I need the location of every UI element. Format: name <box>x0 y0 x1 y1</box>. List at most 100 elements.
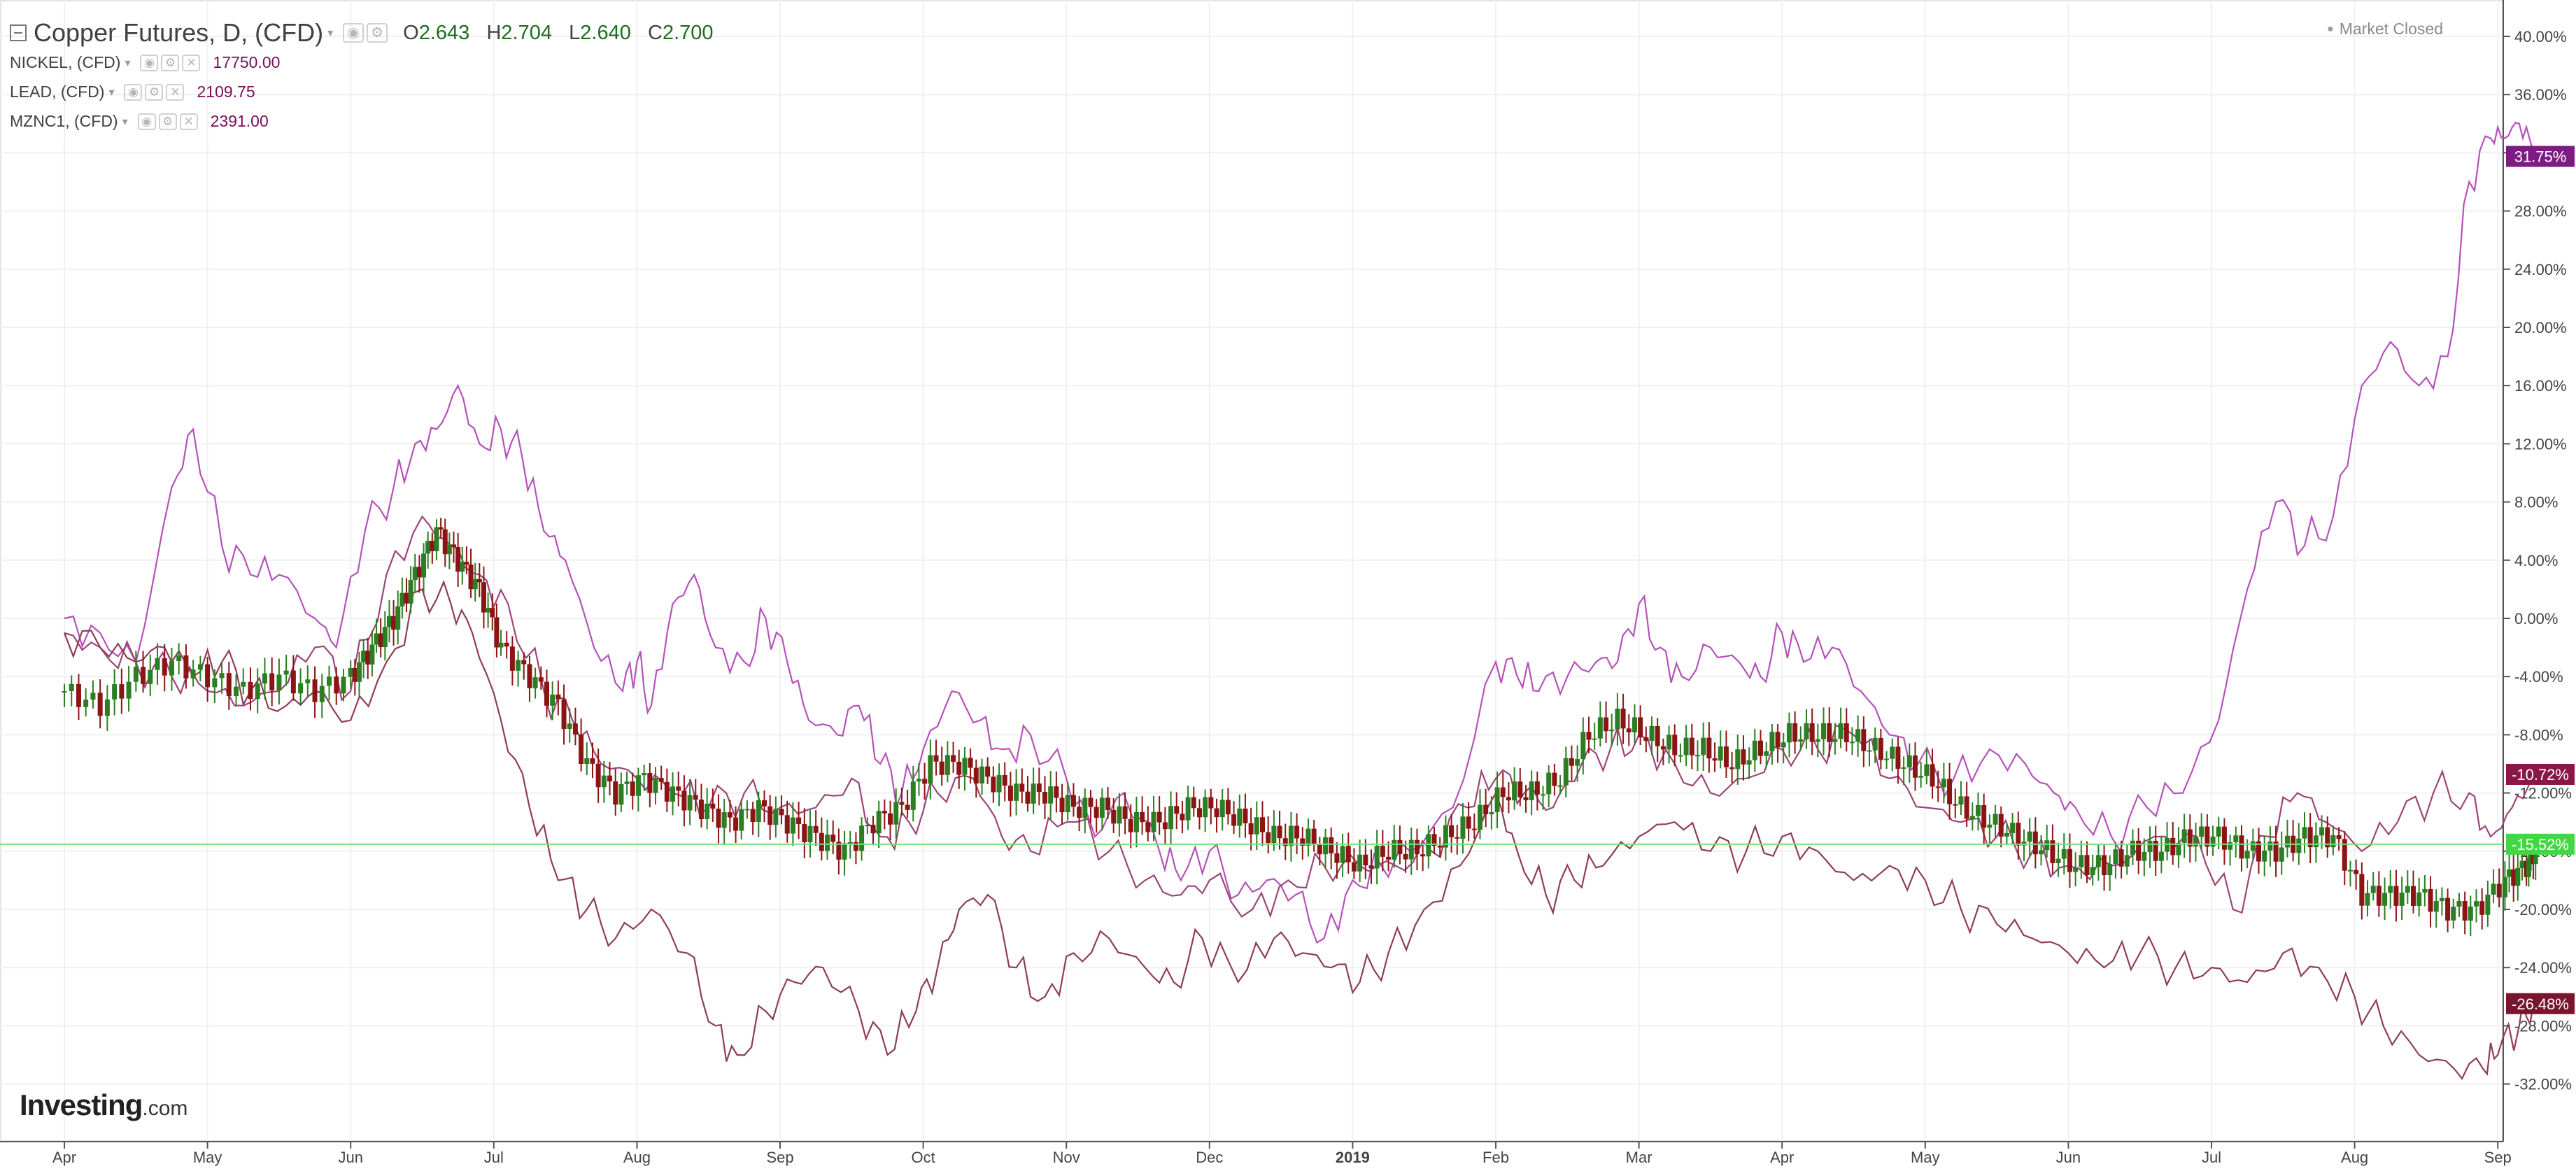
x-tick-label: Dec <box>1196 1149 1223 1166</box>
candle-body <box>905 804 910 810</box>
candle-body <box>1305 828 1311 846</box>
candle-body <box>607 775 613 782</box>
close-icon[interactable]: ✕ <box>182 54 201 71</box>
candle-body <box>1426 834 1431 857</box>
candle-body <box>1718 746 1723 761</box>
candle-body <box>601 775 607 788</box>
chevron-down-icon[interactable]: ▾ <box>122 115 128 128</box>
candle-body <box>1036 783 1042 792</box>
gear-icon[interactable]: ⚙ <box>161 54 180 71</box>
candle-body <box>1752 740 1757 760</box>
visibility-icon[interactable]: ◉ <box>124 83 143 101</box>
y-tick-label: -24.00% <box>2514 959 2572 977</box>
y-tick-label: 28.00% <box>2514 203 2567 220</box>
candle-body <box>716 808 721 828</box>
candle-body <box>298 683 304 694</box>
series-name-nickel[interactable]: NICKEL, (CFD) <box>10 53 121 71</box>
series-name-zinc[interactable]: MZNC1, (CFD) <box>10 112 118 130</box>
candle-body <box>382 627 388 648</box>
candle-body <box>973 767 979 784</box>
visibility-icon[interactable]: ◉ <box>137 113 156 130</box>
candle-body <box>2136 840 2142 861</box>
candle-body <box>796 817 802 825</box>
series-name-lead[interactable]: LEAD, (CFD) <box>10 83 105 101</box>
candle-body <box>1403 853 1408 860</box>
candle-body <box>1094 807 1099 818</box>
candle-body <box>1775 732 1781 748</box>
candle-body <box>2233 835 2239 843</box>
candle-body <box>1741 749 1746 765</box>
gear-icon[interactable]: ⚙ <box>367 23 388 43</box>
candle-body <box>670 786 676 802</box>
candle-body <box>1345 846 1351 863</box>
candle-body <box>504 642 509 647</box>
candle-body <box>2526 858 2531 877</box>
collapse-icon[interactable] <box>10 24 27 41</box>
candle-body <box>733 817 739 831</box>
x-tick-label: May <box>193 1149 222 1166</box>
candle-body <box>2221 826 2227 850</box>
candle-body <box>2515 867 2521 886</box>
candle-body <box>836 842 842 860</box>
candle-body <box>1007 786 1013 801</box>
candle-body <box>412 567 418 581</box>
candle-body <box>1958 796 1964 805</box>
main-series-title[interactable]: Copper Futures, D, (CFD) <box>34 18 324 47</box>
candle-body <box>1455 837 1460 839</box>
candle-body <box>1849 741 1855 744</box>
x-tick-label: Sep <box>2484 1149 2512 1166</box>
candle-body <box>1231 814 1237 826</box>
candle-body <box>76 683 81 707</box>
x-tick-label: Apr <box>1770 1149 1794 1166</box>
candle-body <box>893 802 899 825</box>
legend-row-nickel[interactable]: NICKEL, (CFD) ▾ ◉ ⚙ ✕ 17750.00 <box>10 53 280 72</box>
candle-body <box>1798 739 1804 742</box>
close-icon[interactable]: ✕ <box>166 83 185 101</box>
candle-body <box>1449 825 1455 837</box>
visibility-icon[interactable]: ◉ <box>343 23 365 43</box>
candle-body <box>104 699 110 716</box>
candle-body <box>2130 840 2135 856</box>
chevron-down-icon[interactable]: ▾ <box>327 27 334 39</box>
chevron-down-icon[interactable]: ▾ <box>108 86 115 99</box>
candle-body <box>1351 862 1357 872</box>
candle-body <box>399 592 405 606</box>
legend-main-row[interactable]: Copper Futures, D, (CFD) ▾ ◉ ⚙ O2.643 H2… <box>10 18 714 48</box>
candle-body <box>2084 855 2090 875</box>
candle-body <box>255 683 260 700</box>
candle-body <box>1838 723 1843 739</box>
legend-row-lead[interactable]: LEAD, (CFD) ▾ ◉ ⚙ ✕ 2109.75 <box>10 83 255 101</box>
candle-body <box>1174 806 1180 814</box>
candle-body <box>2382 893 2388 906</box>
candle-body <box>2313 835 2319 848</box>
candle-body <box>1626 728 1632 732</box>
candle-body <box>1288 825 1294 846</box>
candle-body <box>584 758 590 764</box>
candle-body <box>1764 751 1769 756</box>
x-tick-label: Jul <box>2202 1149 2221 1166</box>
gear-icon[interactable]: ⚙ <box>158 113 177 130</box>
gear-icon[interactable]: ⚙ <box>145 83 164 101</box>
chevron-down-icon[interactable]: ▾ <box>125 57 131 69</box>
candle-body <box>2107 864 2113 876</box>
candle-body <box>698 800 704 819</box>
candle-body <box>1906 755 1912 767</box>
candle-body <box>761 800 767 807</box>
candle-body <box>434 527 439 552</box>
candle-body <box>664 781 670 802</box>
x-tick-label: Mar <box>1626 1149 1653 1166</box>
candle-body <box>2428 888 2433 912</box>
candle-body <box>847 842 853 844</box>
candle-body <box>1895 746 1901 769</box>
y-tick-label: 36.00% <box>2514 86 2567 104</box>
visibility-icon[interactable]: ◉ <box>140 54 159 71</box>
candle-body <box>939 761 944 775</box>
close-icon[interactable]: ✕ <box>179 113 198 130</box>
legend-row-zinc[interactable]: MZNC1, (CFD) ▾ ◉ ⚙ ✕ 2391.00 <box>10 112 269 131</box>
candle-body <box>1248 823 1254 835</box>
candle-body <box>739 809 744 831</box>
candle-body <box>327 676 332 686</box>
candle-body <box>538 677 544 682</box>
candle-body <box>2256 841 2262 862</box>
